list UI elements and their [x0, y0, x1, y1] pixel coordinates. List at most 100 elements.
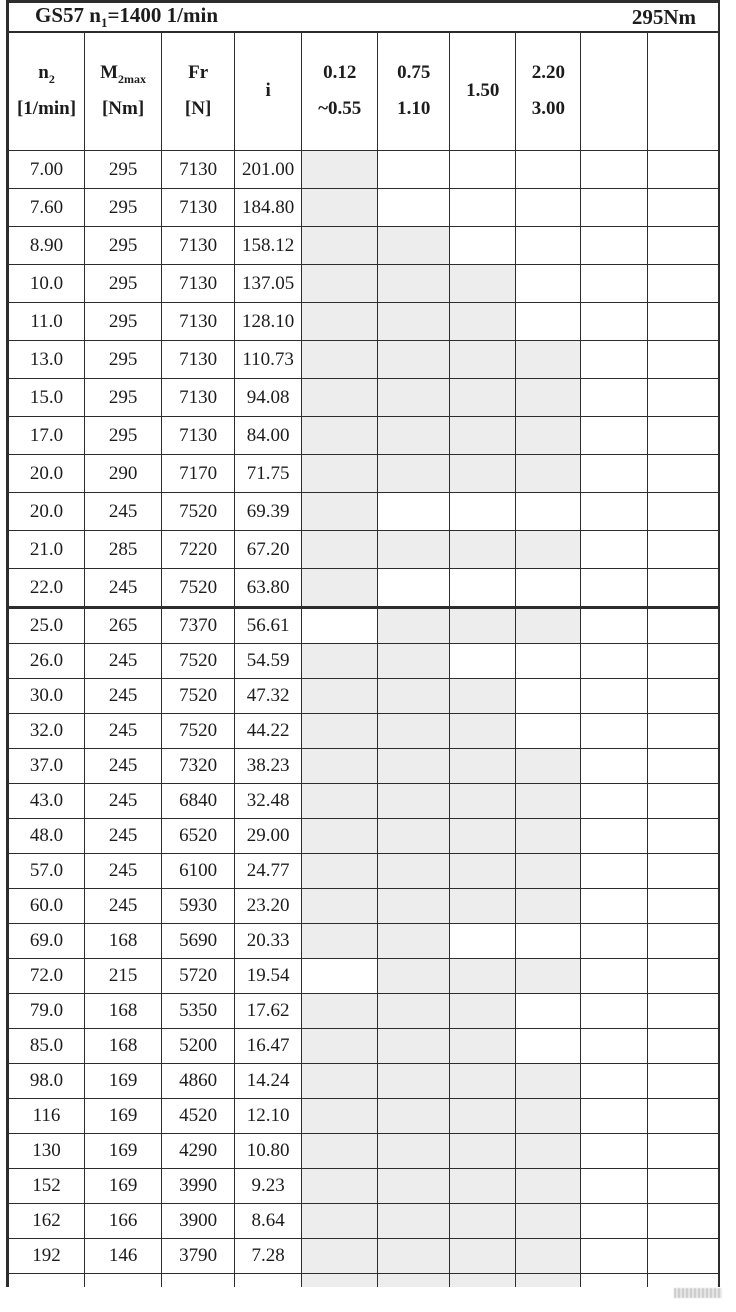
power-availability-cell-2 [377, 226, 451, 266]
cell-fr: 7520 [161, 643, 236, 680]
cell-fr: 7130 [161, 226, 236, 266]
table-row: 11.0 295 7130 128.10 [6, 302, 720, 342]
power-availability-cell-3 [449, 1098, 517, 1135]
power-availability-cell-3 [449, 150, 517, 190]
table-row: 8.90 295 7130 158.12 [6, 226, 720, 266]
cell-fr: 5930 [161, 888, 236, 925]
watermark [674, 1288, 722, 1298]
power-availability-cell-4 [515, 606, 582, 645]
cell-i: 38.23 [234, 748, 303, 785]
power-availability-cell-2 [377, 958, 451, 995]
header-fr: Fr [N] [161, 31, 236, 152]
table-row: 17.0 295 7130 84.00 [6, 416, 720, 456]
power-availability-cell-5 [580, 454, 649, 494]
power-availability-cell-5 [580, 188, 649, 228]
power-availability-cell-4 [515, 643, 582, 680]
cell-n2: 116 [6, 1098, 86, 1135]
cell-fr: 7320 [161, 748, 236, 785]
cell-i: 94.08 [234, 378, 303, 418]
power-availability-cell-3 [449, 378, 517, 418]
cell-i: 29.00 [234, 818, 303, 855]
power-availability-cell-4 [515, 1168, 582, 1205]
table-row: 60.0 245 5930 23.20 [6, 888, 720, 925]
power-availability-cell-6 [647, 454, 720, 494]
header-power-range-2: 0.75 1.10 [377, 31, 451, 152]
power-availability-cell-3 [449, 783, 517, 820]
power-availability-cell-3 [449, 643, 517, 680]
power-availability-cell-4 [515, 993, 582, 1030]
header-n2: n2 [1/min] [6, 31, 86, 152]
power-availability-cell-4 [515, 568, 582, 609]
power-availability-cell-1 [301, 1203, 379, 1240]
power-availability-cell-6 [647, 1273, 720, 1288]
power-availability-cell-2 [377, 888, 451, 925]
power-availability-cell-1 [301, 378, 379, 418]
cell-m2max: 245 [84, 748, 163, 785]
power-availability-cell-2 [377, 993, 451, 1030]
cell-n2: 15.0 [6, 378, 86, 418]
power-availability-cell-2 [377, 1168, 451, 1205]
torque-rating: 295Nm [631, 4, 696, 29]
power-availability-cell-1 [301, 568, 379, 609]
cell-n2: 21.0 [6, 530, 86, 570]
power-availability-cell-5 [580, 530, 649, 570]
cell-n2: 30.0 [6, 678, 86, 715]
table-row: 152 169 3990 9.23 [6, 1168, 720, 1205]
power-availability-cell-1 [301, 416, 379, 456]
power-availability-cell-5 [580, 1098, 649, 1135]
cell-i: 71.75 [234, 454, 303, 494]
cell-i: 69.39 [234, 492, 303, 532]
power-availability-cell-1 [301, 492, 379, 532]
cell-i: 12.10 [234, 1098, 303, 1135]
power-availability-cell-5 [580, 923, 649, 960]
power-availability-cell-3 [449, 923, 517, 960]
power-availability-cell-4 [515, 1098, 582, 1135]
power-availability-cell-6 [647, 643, 720, 680]
cell-fr: 7170 [161, 454, 236, 494]
power-availability-cell-6 [647, 993, 720, 1030]
cell-m2max: 285 [84, 530, 163, 570]
cell-fr: 7130 [161, 378, 236, 418]
cell-n2: 60.0 [6, 888, 86, 925]
power-availability-cell-4 [515, 853, 582, 890]
cell-n2: 57.0 [6, 853, 86, 890]
header-power-range-3: 1.50 [449, 31, 517, 152]
cell-m2max: 168 [84, 1028, 163, 1065]
power-availability-cell-3 [449, 454, 517, 494]
cell-i: 56.61 [234, 606, 303, 645]
power-availability-cell-1 [301, 713, 379, 750]
cell-empty [84, 1273, 163, 1288]
table-row: 72.0 215 5720 19.54 [6, 958, 720, 995]
table-row: 130 169 4290 10.80 [6, 1133, 720, 1170]
cell-i: 24.77 [234, 853, 303, 890]
cell-i: 9.23 [234, 1168, 303, 1205]
table-row: 15.0 295 7130 94.08 [6, 378, 720, 418]
power-availability-cell-4 [515, 264, 582, 304]
power-availability-cell-3 [449, 530, 517, 570]
power-availability-cell-1 [301, 783, 379, 820]
cell-m2max: 295 [84, 340, 163, 380]
power-availability-cell-1 [301, 1273, 379, 1288]
cell-fr: 7130 [161, 302, 236, 342]
power-availability-cell-1 [301, 1098, 379, 1135]
cell-fr: 7520 [161, 568, 236, 609]
cell-empty [234, 1273, 303, 1288]
power-availability-cell-3 [449, 1063, 517, 1100]
power-availability-cell-2 [377, 783, 451, 820]
cell-m2max: 295 [84, 226, 163, 266]
power-availability-cell-2 [377, 1098, 451, 1135]
cell-n2: 13.0 [6, 340, 86, 380]
cell-fr: 6840 [161, 783, 236, 820]
header-m2max: M2max [Nm] [84, 31, 163, 152]
power-availability-cell-2 [377, 340, 451, 380]
cell-m2max: 245 [84, 492, 163, 532]
power-availability-cell-4 [515, 888, 582, 925]
power-availability-cell-2 [377, 748, 451, 785]
cell-m2max: 245 [84, 678, 163, 715]
power-availability-cell-3 [449, 853, 517, 890]
table-row: 32.0 245 7520 44.22 [6, 713, 720, 750]
cell-fr: 5200 [161, 1028, 236, 1065]
power-availability-cell-5 [580, 606, 649, 645]
cell-fr: 3900 [161, 1203, 236, 1240]
cell-m2max: 295 [84, 302, 163, 342]
